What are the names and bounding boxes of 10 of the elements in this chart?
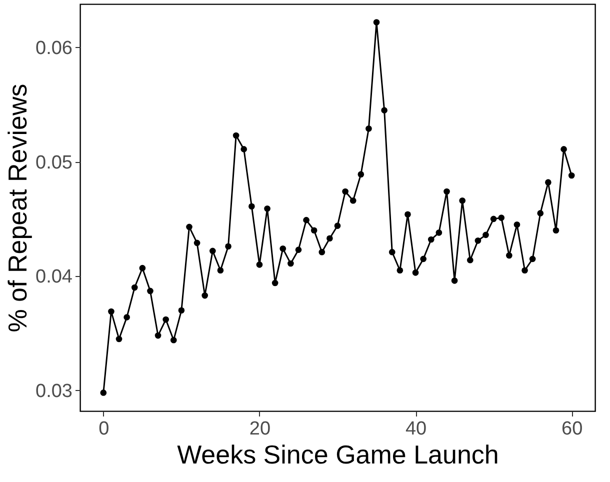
- y-tick-label: 0.05: [36, 152, 72, 174]
- y-tick-label: 0.04: [36, 266, 73, 288]
- x-axis-title: Weeks Since Game Launch: [177, 440, 499, 470]
- x-tick-label: 60: [562, 418, 583, 440]
- y-axis-title: % of Repeat Reviews: [2, 84, 33, 332]
- x-tick-label: 20: [249, 418, 271, 440]
- x-tick-label: 0: [98, 418, 110, 440]
- y-tick-label: 0.06: [36, 38, 72, 59]
- x-tick-label: 40: [405, 418, 427, 440]
- y-tick-label: 0.03: [36, 380, 72, 402]
